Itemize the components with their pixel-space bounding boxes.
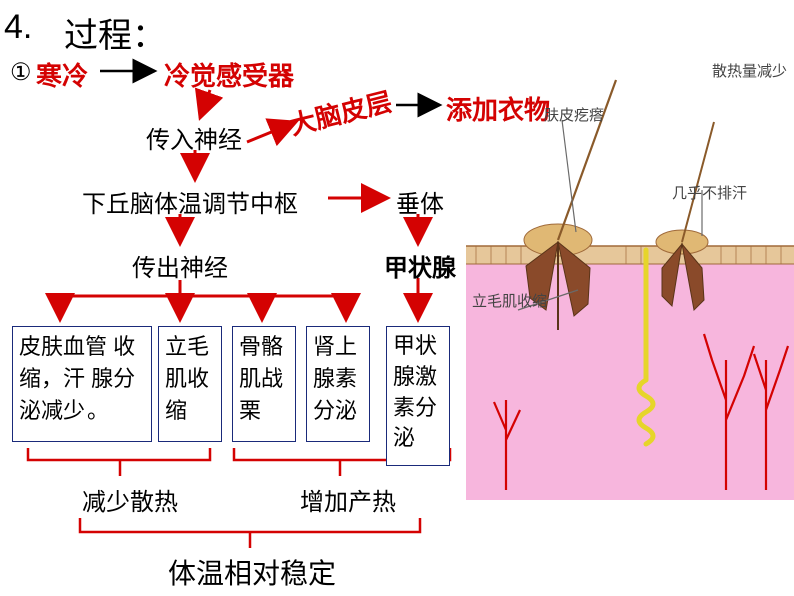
thyroid-gland: 甲状腺 [384, 248, 456, 283]
skin-illustration [466, 60, 794, 500]
increase-heat-prod: 增加产热 [300, 482, 396, 517]
temp-stable: 体温相对稳定 [168, 552, 336, 592]
title-text: 过程： [64, 8, 166, 57]
cold-receptor: 冷觉感受器 [164, 56, 294, 93]
step1-circle: ① [10, 58, 32, 87]
period: 。 [87, 398, 109, 423]
box-thyroxine: 甲状 腺激 素分 泌 [386, 326, 450, 466]
box4-text: 肾上 腺素 分泌 [313, 334, 357, 423]
pituitary: 垂体 [396, 184, 444, 219]
skin-label-nosweat: 几乎不排汗 [672, 182, 747, 203]
efferent-nerve: 传出神经 [132, 248, 228, 283]
box-erector: 立毛 肌收 缩 [158, 326, 222, 442]
skin-label-heatloss: 散热量减少 [712, 64, 732, 81]
hypothalamus: 下丘脑体温调节中枢 [82, 184, 298, 219]
box-shiver: 骨骼 肌战 栗 [232, 326, 296, 442]
title-number: 4. [4, 8, 32, 47]
skin-label-erector: 立毛肌收缩 [472, 294, 492, 311]
box-vasoconstrict: 皮肤血管 收缩，汗 腺分泌减少。 [12, 326, 152, 442]
box-adrenaline: 肾上 腺素 分泌 [306, 326, 370, 442]
box3-text: 骨骼 肌战 栗 [239, 334, 283, 423]
cold-label: 寒冷 [36, 56, 88, 93]
box5-text: 甲状 腺激 素分 泌 [393, 333, 437, 450]
afferent-nerve: 传入神经 [146, 120, 242, 155]
box1-text: 皮肤血管 收缩，汗 腺分泌减少 [19, 334, 135, 423]
cerebral-cortex: 大脑皮层 [286, 81, 396, 142]
box2-text: 立毛 肌收 缩 [165, 334, 209, 423]
reduce-heat-loss: 减少散热 [82, 482, 178, 517]
skin-label-pore: 肤皮疙瘩 [544, 104, 604, 125]
